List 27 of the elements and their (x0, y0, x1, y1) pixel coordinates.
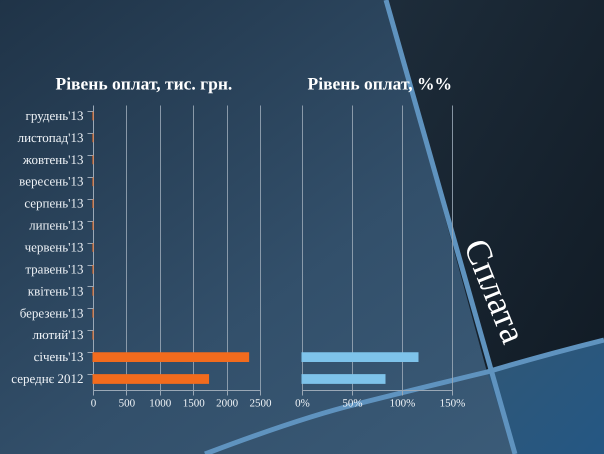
y-tick-label: листопад'13 (18, 130, 84, 145)
x-tick-label: 1000 (149, 398, 172, 410)
y-tick-label: жовтень'13 (22, 152, 84, 167)
y-tick-label: січень'13 (34, 349, 84, 364)
y-tick-label: серпень'13 (24, 196, 84, 211)
x-tick-label: 2000 (216, 398, 239, 410)
x-tick-label: 1500 (182, 398, 206, 410)
y-tick-label: лютий'13 (32, 327, 84, 342)
x-tick-label: 100% (390, 398, 416, 410)
y-tick-label: грудень'13 (26, 108, 84, 123)
text: Сплата (456, 233, 534, 349)
y-tick-label: липень'13 (29, 218, 84, 233)
x-tick-label: 2500 (250, 398, 272, 410)
bar (92, 352, 250, 362)
y-tick-label: березень'13 (20, 305, 84, 320)
chart-title: Рівень оплат, тис. грн. (56, 74, 232, 94)
y-tick-label: червень'13 (24, 240, 84, 254)
chart-title: Рівень оплат, %% (308, 74, 452, 94)
x-tick-label: 150% (440, 398, 466, 410)
x-tick-label: 0 (90, 398, 97, 410)
x-tick-label: 500 (118, 398, 136, 410)
bar (92, 374, 210, 384)
x-tick-label: 0% (295, 398, 310, 410)
y-tick-label: вересень'13 (19, 174, 84, 189)
y-tick-label: квітень'13 (28, 283, 84, 298)
y-tick-label: середнє 2012 (11, 371, 84, 386)
y-tick-label: травень'13 (25, 261, 84, 276)
